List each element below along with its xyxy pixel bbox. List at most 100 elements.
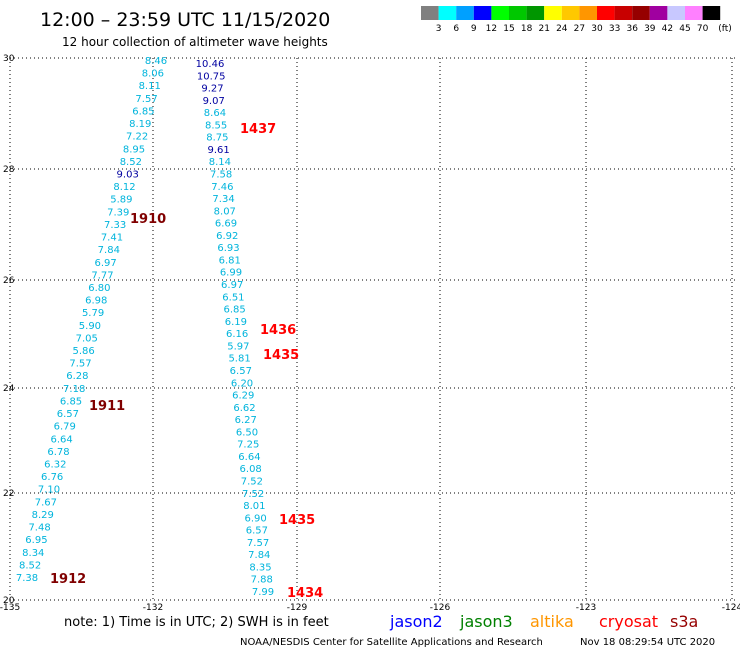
satellite-label: jason2 [389, 612, 443, 631]
satellite-label: s3a [670, 612, 698, 631]
time-label: 1434 [287, 586, 323, 601]
wave-height-label: 9.27 [201, 84, 223, 95]
track-a-values: 8.468.068.117.576.858.197.228.958.529.03… [16, 56, 167, 584]
wave-height-label: 10.46 [196, 59, 225, 70]
wave-height-label: 8.35 [249, 562, 271, 573]
wave-height-label: 5.86 [73, 346, 95, 357]
colorbar-swatch [526, 6, 545, 20]
colorbar-label: 3 [436, 24, 442, 34]
wave-height-label: 7.99 [252, 587, 274, 598]
colorbar-label: 6 [453, 24, 459, 34]
wave-height-label: 5.81 [228, 354, 250, 365]
wave-height-label: 7.38 [16, 573, 38, 584]
colorbar-swatch [632, 6, 650, 20]
colorbar-label: 21 [538, 24, 549, 34]
x-tick-label: -124 [722, 603, 740, 613]
wave-height-label: 6.51 [222, 292, 244, 303]
wave-height-label: 6.16 [226, 329, 248, 340]
wave-height-label: 7.52 [241, 476, 263, 487]
colorbar-swatch [561, 6, 580, 20]
wave-height-label: 6.57 [246, 526, 268, 537]
footer-timestamp: Nov 18 08:29:54 UTC 2020 [580, 637, 715, 648]
colorbar-label: 33 [609, 24, 620, 34]
wave-height-label: 7.33 [104, 220, 126, 231]
wave-height-label: 8.29 [32, 510, 54, 521]
wave-height-label: 7.58 [210, 170, 232, 181]
wave-height-label: 6.92 [216, 231, 238, 242]
wave-height-label: 8.07 [214, 206, 236, 217]
wave-height-label: 7.39 [107, 207, 129, 218]
wave-height-label: 5.89 [110, 195, 132, 206]
wave-height-label: 6.98 [85, 296, 107, 307]
colorbar-label: 12 [486, 24, 497, 34]
wave-height-label: 7.25 [237, 440, 259, 451]
x-tick-label: -126 [430, 603, 451, 613]
wave-height-label: 6.85 [60, 396, 82, 407]
wave-height-label: 8.11 [139, 81, 161, 92]
x-tick-label: -129 [287, 603, 308, 613]
wave-height-label: 6.64 [50, 434, 72, 445]
colorbar-swatch [685, 6, 703, 20]
colorbar-swatch [597, 6, 615, 20]
colorbar-swatch [649, 6, 668, 20]
wave-height-label: 6.95 [25, 535, 47, 546]
wave-height-label: 8.14 [209, 157, 231, 168]
wave-height-label: 6.76 [41, 472, 63, 483]
colorbar-label: 15 [503, 24, 514, 34]
wave-height-label: 6.32 [44, 460, 66, 471]
wave-height-label: 6.78 [47, 447, 69, 458]
wave-height-label: 9.07 [203, 96, 225, 107]
colorbar-label: 9 [471, 24, 477, 34]
note-text: note: 1) Time is in UTC; 2) SWH is in fe… [64, 615, 329, 630]
wave-height-label: 6.85 [224, 305, 246, 316]
wave-height-label: 6.69 [215, 219, 237, 230]
wave-height-label: 7.88 [251, 575, 273, 586]
wave-height-label: 6.19 [225, 317, 247, 328]
footer-credit: NOAA/NESDIS Center for Satellite Applica… [240, 637, 543, 648]
wave-height-label: 10.75 [197, 71, 226, 82]
wave-height-label: 7.52 [242, 489, 264, 500]
time-label: 1435 [263, 348, 299, 363]
wave-height-label: 6.57 [57, 409, 79, 420]
colorbar-swatch [702, 6, 721, 20]
wave-height-label: 6.79 [54, 422, 76, 433]
wave-height-label: 6.08 [240, 464, 262, 475]
wave-height-label: 7.57 [135, 94, 157, 105]
wave-height-label: 5.90 [79, 321, 101, 332]
wave-height-label: 8.01 [243, 501, 265, 512]
wave-height-label: 8.55 [205, 120, 227, 131]
colorbar-unit: (ft) [718, 24, 732, 34]
satellite-legend: jason2 jason3 altika cryosat s3a [389, 612, 698, 631]
colorbar-label: 70 [697, 24, 709, 34]
wave-height-label: 6.90 [244, 513, 266, 524]
colorbar-label: 45 [679, 24, 690, 34]
wave-height-label: 6.57 [230, 366, 252, 377]
wave-height-label: 6.20 [231, 378, 253, 389]
time-label: 1910 [130, 212, 166, 227]
colorbar-swatch [667, 6, 685, 20]
wave-height-label: 5.79 [82, 308, 104, 319]
wave-height-label: 7.41 [101, 233, 123, 244]
colorbar-swatch [491, 6, 509, 20]
wave-height-label: 7.57 [69, 359, 91, 370]
wave-height-label: 6.62 [233, 403, 255, 414]
satellite-label: jason3 [459, 612, 513, 631]
chart-subtitle: 12 hour collection of altimeter wave hei… [62, 35, 328, 49]
wave-height-label: 8.46 [145, 56, 167, 67]
colorbar-label: 18 [521, 24, 533, 34]
satellite-label: altika [530, 612, 574, 631]
wave-height-label: 7.67 [35, 497, 57, 508]
wave-height-label: 5.97 [227, 341, 249, 352]
wave-height-label: 8.12 [113, 182, 135, 193]
wave-height-label: 7.48 [28, 523, 50, 534]
colorbar-swatch [579, 6, 597, 20]
chart-title: 12:00 – 23:59 UTC 11/15/2020 [40, 9, 330, 31]
time-label: 1911 [89, 399, 125, 414]
colorbar-swatch [509, 6, 527, 20]
wave-height-label: 6.97 [95, 258, 117, 269]
colorbar-swatch [544, 6, 562, 20]
wave-height-label: 6.93 [217, 243, 239, 254]
wave-height-label: 8.19 [129, 119, 151, 130]
colorbar-swatch [421, 6, 439, 20]
axis-ticks: -135 -132 -129 -126 -123 -124 30 28 26 24 22 20 [0, 54, 740, 613]
